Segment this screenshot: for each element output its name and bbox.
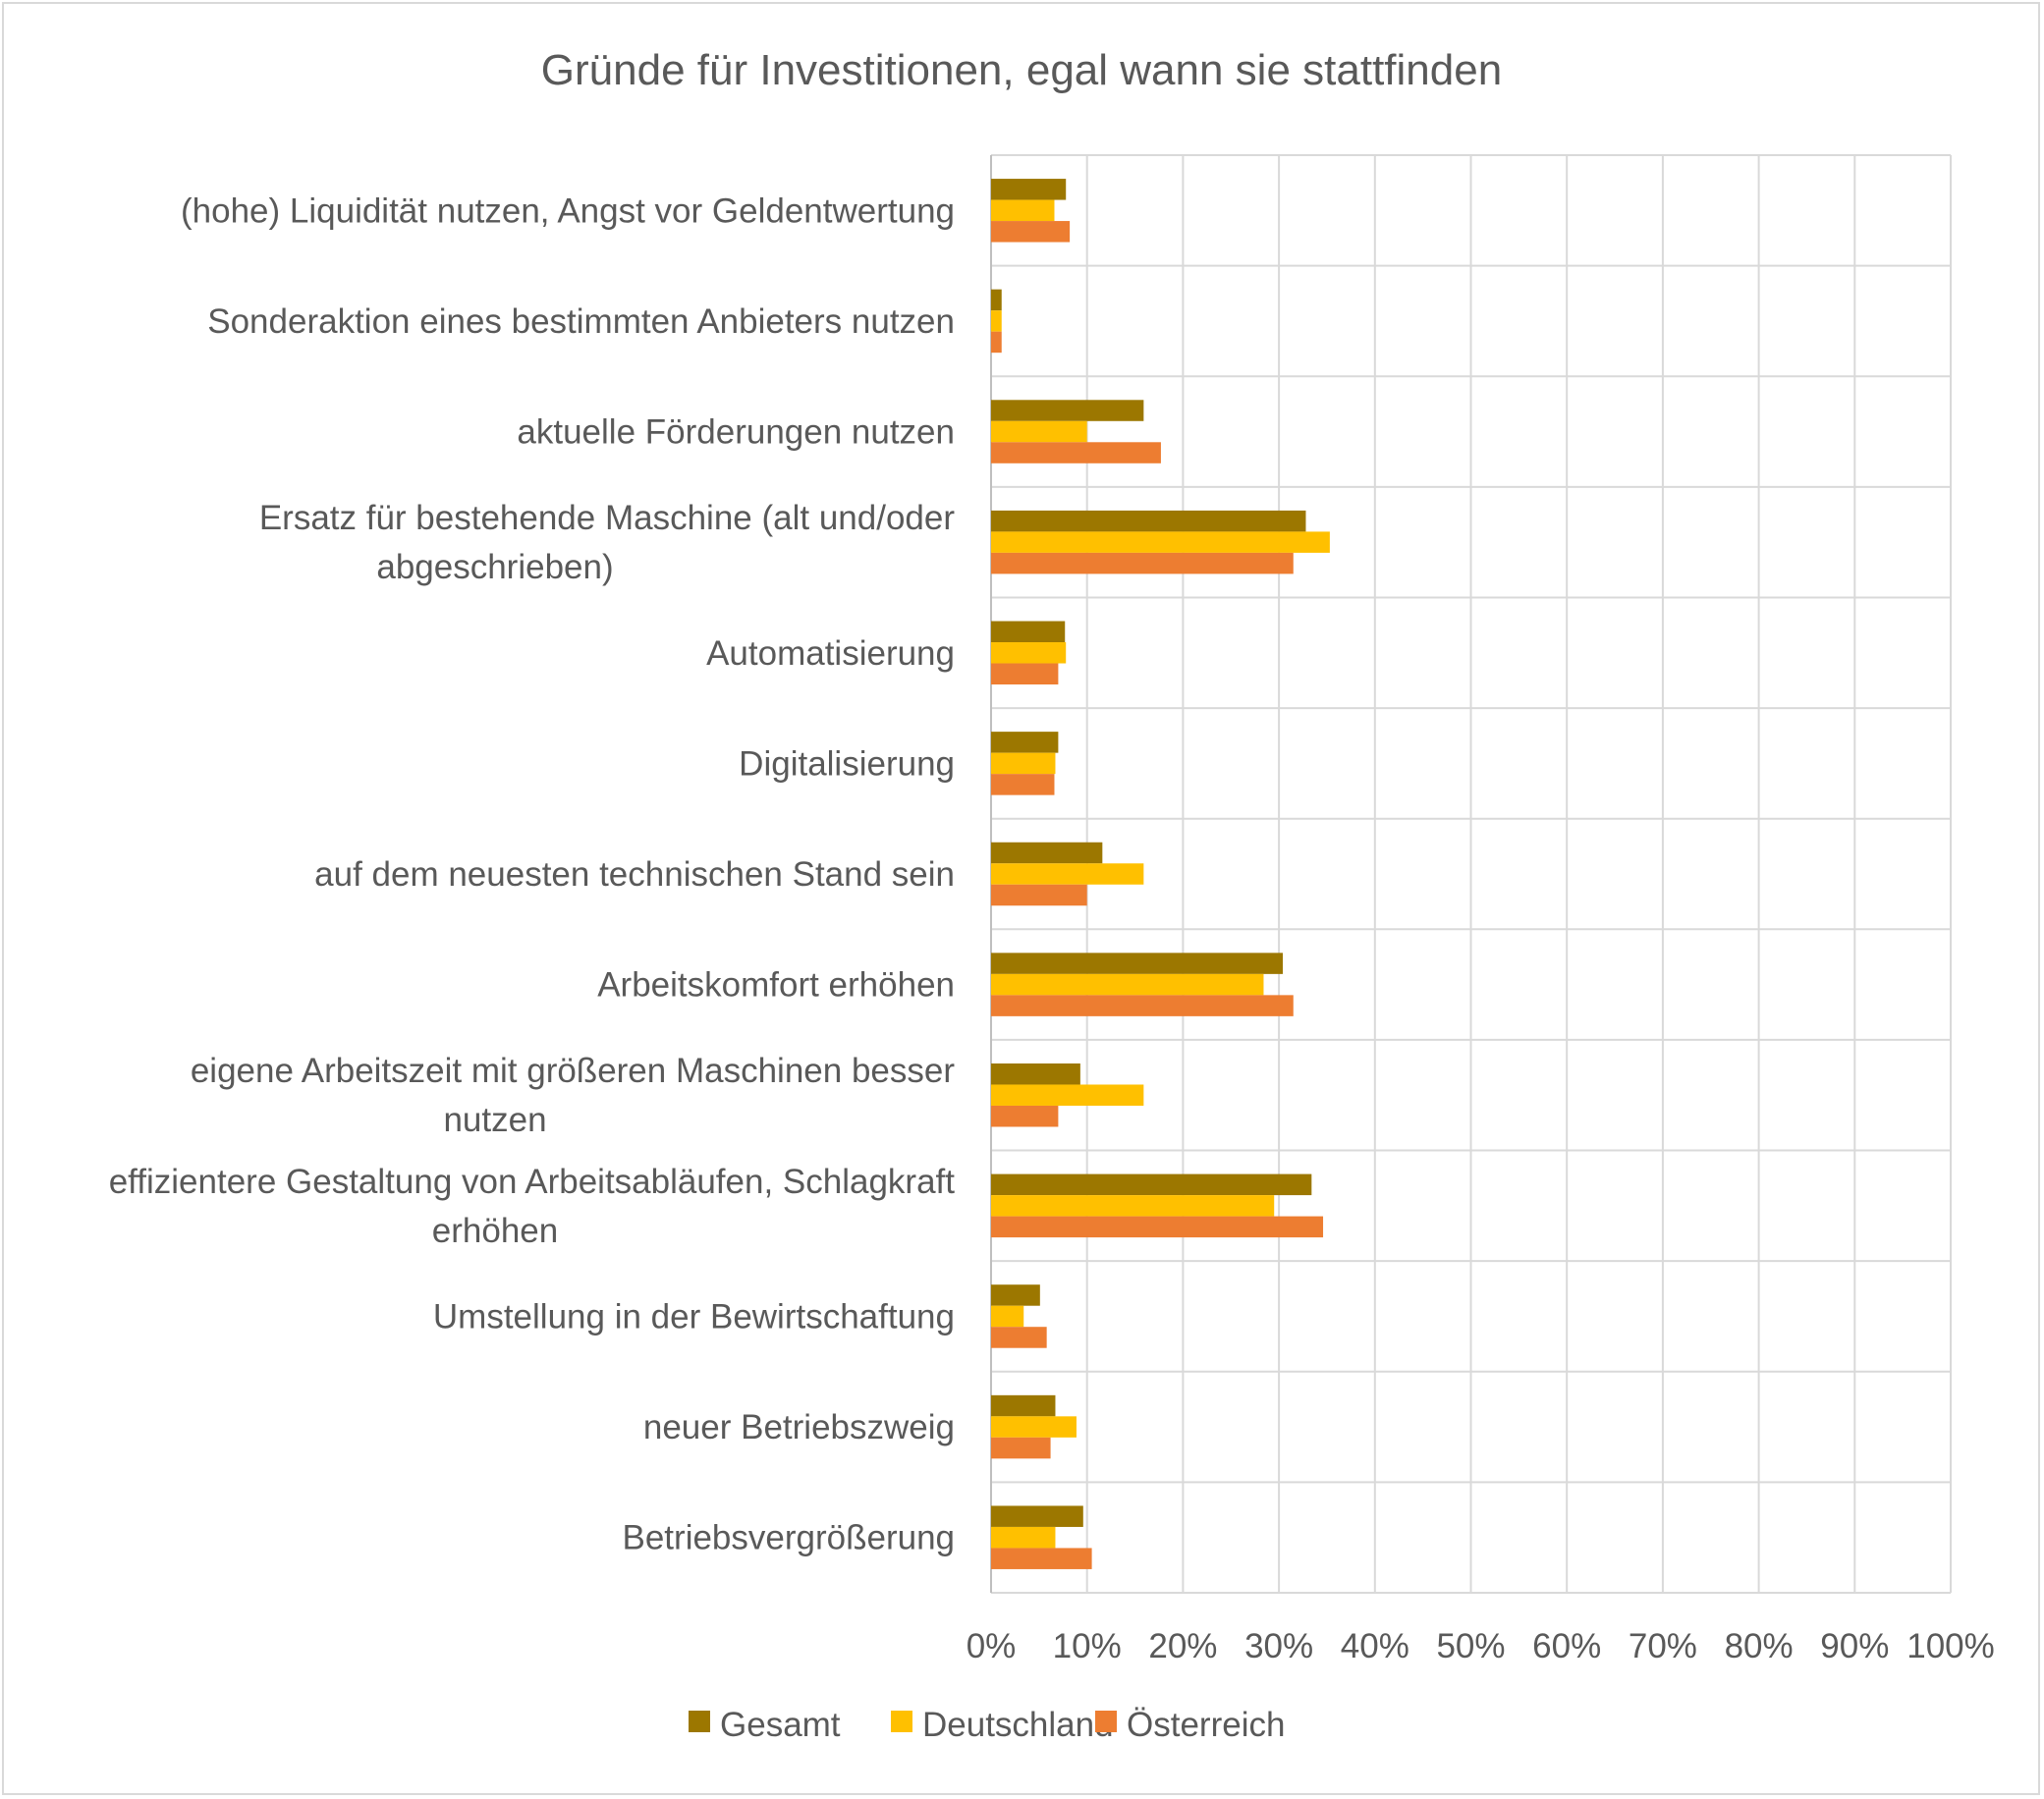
category-label: Umstellung in der Bewirtschaftung [433, 1297, 955, 1336]
bar-deutschland [991, 1306, 1023, 1328]
category-label: erhöhen [432, 1212, 558, 1250]
chart-svg: Gründe für Investitionen, egal wann sie … [4, 4, 2042, 1797]
category-label: aktuelle Förderungen nutzen [517, 413, 955, 452]
legend-swatch-österreich [1095, 1711, 1117, 1732]
x-tick-label: 100% [1906, 1627, 1995, 1665]
x-tick-label: 0% [967, 1627, 1017, 1665]
bar-deutschland [991, 753, 1055, 775]
bar-österreich [991, 1106, 1058, 1127]
bar-deutschland [991, 310, 1002, 332]
bar-österreich [991, 332, 1002, 354]
legend-label: Österreich [1127, 1706, 1285, 1744]
x-tick-labels: 0% 10% 20% 30% 40% 50% 60% 70% 80% 90% 100% [967, 1627, 1995, 1665]
category-label: auf dem neuesten technischen Stand sein [314, 855, 955, 894]
bar-gesamt [991, 179, 1066, 200]
bar-gesamt [991, 843, 1102, 864]
legend-label: Deutschland [922, 1706, 1114, 1744]
category-labels: (hohe) Liquidität nutzen, Angst vor Geld… [109, 191, 956, 1556]
bar-gesamt [991, 400, 1143, 421]
bar-österreich [991, 774, 1054, 795]
bar-österreich [991, 1217, 1323, 1238]
x-tick-label: 60% [1532, 1627, 1601, 1665]
bar-österreich [991, 1548, 1092, 1569]
category-label: abgeschrieben) [376, 548, 613, 586]
bar-deutschland [991, 421, 1087, 443]
bar-deutschland [991, 1084, 1143, 1106]
category-label: (hohe) Liquidität nutzen, Angst vor Geld… [181, 191, 955, 230]
legend-swatch-deutschland [891, 1711, 912, 1732]
bar-gesamt [991, 622, 1065, 643]
x-tick-label: 90% [1820, 1627, 1889, 1665]
bar-gesamt [991, 290, 1002, 311]
bar-österreich [991, 1327, 1047, 1348]
category-label: Ersatz für bestehende Maschine (alt und/… [259, 499, 956, 537]
category-label: effizientere Gestaltung von Arbeitsabläu… [109, 1163, 956, 1201]
x-tick-label: 40% [1341, 1627, 1409, 1665]
bar-österreich [991, 664, 1058, 685]
x-tick-label: 70% [1629, 1627, 1697, 1665]
category-label: Betriebsvergrößerung [623, 1519, 956, 1557]
bar-österreich [991, 1438, 1051, 1459]
bar-österreich [991, 995, 1294, 1016]
category-label: eigene Arbeitszeit mit größeren Maschine… [191, 1052, 956, 1090]
legend-label: Gesamt [720, 1706, 841, 1744]
bar-gesamt [991, 1395, 1055, 1417]
bar-gesamt [991, 953, 1283, 974]
bar-deutschland [991, 200, 1054, 222]
bar-deutschland [991, 863, 1143, 885]
x-tick-label: 80% [1725, 1627, 1794, 1665]
legend: Gesamt Deutschland Österreich [689, 1706, 1285, 1744]
bar-gesamt [991, 1284, 1040, 1306]
bar-deutschland [991, 531, 1330, 553]
category-label: Digitalisierung [739, 744, 955, 783]
chart-title: Gründe für Investitionen, egal wann sie … [541, 46, 1502, 94]
bar-deutschland [991, 642, 1066, 664]
category-label: Sonderaktion eines bestimmten Anbieters … [207, 302, 955, 341]
category-label: Arbeitskomfort erhöhen [597, 966, 955, 1005]
category-label: Automatisierung [706, 634, 955, 673]
chart-frame: Gründe für Investitionen, egal wann sie … [2, 2, 2040, 1795]
bar-österreich [991, 221, 1070, 243]
bar-gesamt [991, 1174, 1311, 1196]
legend-swatch-gesamt [689, 1711, 710, 1732]
bar-gesamt [991, 1063, 1080, 1085]
x-tick-label: 30% [1244, 1627, 1313, 1665]
bar-gesamt [991, 732, 1058, 753]
x-tick-label: 20% [1148, 1627, 1217, 1665]
bar-österreich [991, 553, 1294, 574]
bar-gesamt [991, 1505, 1083, 1527]
x-tick-label: 50% [1436, 1627, 1505, 1665]
bar-österreich [991, 442, 1161, 463]
x-tick-label: 10% [1053, 1627, 1122, 1665]
category-label: nutzen [443, 1101, 546, 1139]
bar-deutschland [991, 1416, 1077, 1438]
bar-deutschland [991, 974, 1263, 996]
bar-österreich [991, 885, 1087, 906]
bar-deutschland [991, 1527, 1055, 1549]
bar-gesamt [991, 511, 1305, 532]
bar-deutschland [991, 1195, 1274, 1217]
category-label: neuer Betriebszweig [643, 1408, 955, 1446]
